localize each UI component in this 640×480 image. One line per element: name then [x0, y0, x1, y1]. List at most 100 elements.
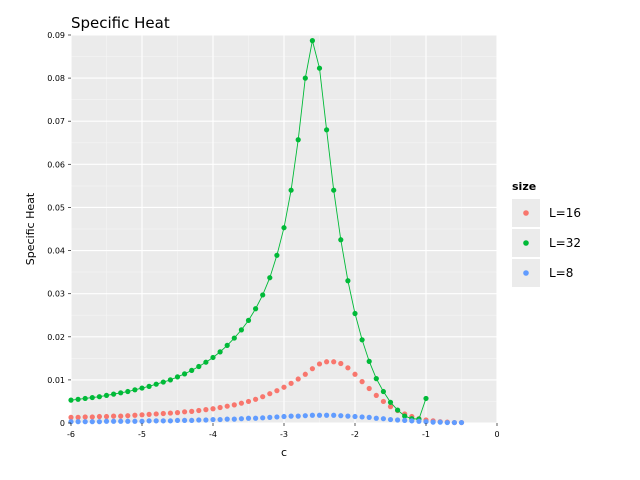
data-point-l-32 — [288, 187, 294, 193]
legend-label-l-16: L=16 — [549, 206, 581, 220]
data-point-l-32 — [132, 387, 138, 393]
data-point-l-8 — [316, 412, 323, 418]
data-point-l-32 — [182, 371, 188, 377]
data-point-l-8 — [423, 419, 429, 425]
data-point-l-8 — [444, 419, 450, 426]
data-point-l-16 — [217, 404, 223, 411]
data-point-l-32 — [324, 127, 330, 133]
data-point-l-16 — [153, 411, 159, 417]
data-point-l-8 — [182, 417, 188, 424]
series-l-8 — [68, 412, 465, 426]
data-point-l-16 — [82, 414, 88, 420]
legend-item-l-16: L=16 — [512, 199, 581, 227]
data-point-l-32 — [196, 363, 202, 370]
data-point-l-8 — [96, 419, 102, 425]
data-point-l-16 — [125, 413, 131, 419]
x-tick-label: -1 — [422, 430, 430, 439]
data-point-l-16 — [189, 408, 195, 414]
legend-item-l-32: L=32 — [512, 229, 581, 257]
data-point-l-16 — [68, 414, 74, 420]
series-layer — [68, 38, 465, 426]
data-point-l-32 — [203, 359, 209, 365]
data-point-l-8 — [196, 417, 202, 423]
data-point-l-16 — [224, 403, 230, 409]
data-point-l-32 — [139, 385, 145, 391]
data-point-l-32 — [224, 342, 230, 348]
data-point-l-16 — [174, 410, 181, 416]
data-point-l-32 — [316, 65, 323, 71]
data-point-l-16 — [89, 414, 95, 420]
data-point-l-16 — [359, 379, 365, 385]
data-point-l-16 — [139, 412, 145, 418]
data-point-l-32 — [189, 367, 195, 373]
data-point-l-8 — [167, 418, 173, 424]
data-point-l-32 — [111, 391, 117, 397]
data-point-l-8 — [245, 415, 252, 421]
data-point-l-32 — [345, 278, 351, 284]
x-tick-label: 0 — [494, 430, 499, 439]
data-point-l-8 — [260, 415, 266, 421]
data-point-l-16 — [238, 400, 244, 406]
data-point-l-8 — [153, 418, 159, 424]
data-point-l-16 — [118, 413, 124, 419]
y-tick-label: 0.07 — [47, 117, 65, 126]
data-point-l-32 — [82, 395, 88, 402]
data-point-l-8 — [458, 419, 465, 426]
data-point-l-32 — [352, 310, 358, 317]
data-point-l-16 — [167, 410, 173, 416]
data-point-l-16 — [146, 411, 152, 417]
data-point-l-16 — [338, 360, 344, 367]
data-point-l-32 — [331, 187, 337, 193]
data-point-l-8 — [146, 418, 152, 424]
data-point-l-8 — [451, 419, 457, 426]
data-point-l-32 — [89, 394, 95, 401]
data-point-l-16 — [309, 366, 315, 372]
data-point-l-8 — [125, 418, 131, 424]
x-tick-label: -6 — [67, 430, 75, 439]
data-point-l-8 — [174, 417, 181, 424]
data-point-l-8 — [103, 418, 110, 424]
data-point-l-32 — [153, 381, 159, 387]
data-point-l-32 — [253, 306, 259, 312]
data-point-l-16 — [103, 413, 110, 420]
data-point-l-32 — [267, 275, 273, 281]
data-point-l-32 — [174, 374, 181, 380]
data-point-l-32 — [302, 75, 308, 81]
data-point-l-8 — [111, 418, 117, 424]
data-point-l-8 — [203, 417, 209, 423]
x-tick-label: -5 — [138, 430, 146, 439]
legend-swatch-l-16 — [523, 210, 529, 216]
data-point-l-16 — [288, 380, 294, 386]
data-point-l-8 — [118, 418, 124, 424]
y-tick-label: 0.02 — [47, 333, 65, 342]
legend-item-l-8: L=8 — [512, 259, 573, 287]
data-point-l-8 — [402, 417, 408, 424]
x-tick-label: -2 — [351, 430, 359, 439]
data-point-l-8 — [302, 413, 308, 419]
legend: size L=16 L=32 L=8 — [512, 180, 581, 287]
data-point-l-8 — [281, 413, 287, 420]
data-point-l-8 — [430, 419, 436, 425]
data-point-l-8 — [82, 419, 88, 425]
data-point-l-16 — [302, 371, 308, 377]
data-point-l-32 — [387, 399, 394, 405]
data-point-l-8 — [295, 413, 301, 419]
data-point-l-32 — [96, 394, 102, 400]
data-point-l-8 — [309, 412, 315, 418]
data-point-l-32 — [231, 335, 237, 341]
data-point-l-8 — [231, 416, 237, 422]
data-point-l-32 — [309, 38, 315, 44]
x-tick-label: -3 — [280, 430, 288, 439]
y-tick-label: 0.05 — [47, 203, 65, 212]
legend-swatch-l-8 — [523, 270, 529, 276]
data-point-l-8 — [274, 414, 280, 420]
data-point-l-32 — [160, 379, 166, 385]
y-tick-label: 0.04 — [47, 247, 65, 256]
data-point-l-16 — [267, 391, 273, 397]
data-point-l-32 — [359, 337, 365, 343]
data-point-l-8 — [89, 419, 95, 425]
data-point-l-8 — [387, 416, 394, 423]
data-point-l-16 — [260, 394, 266, 400]
data-point-l-16 — [245, 398, 252, 405]
